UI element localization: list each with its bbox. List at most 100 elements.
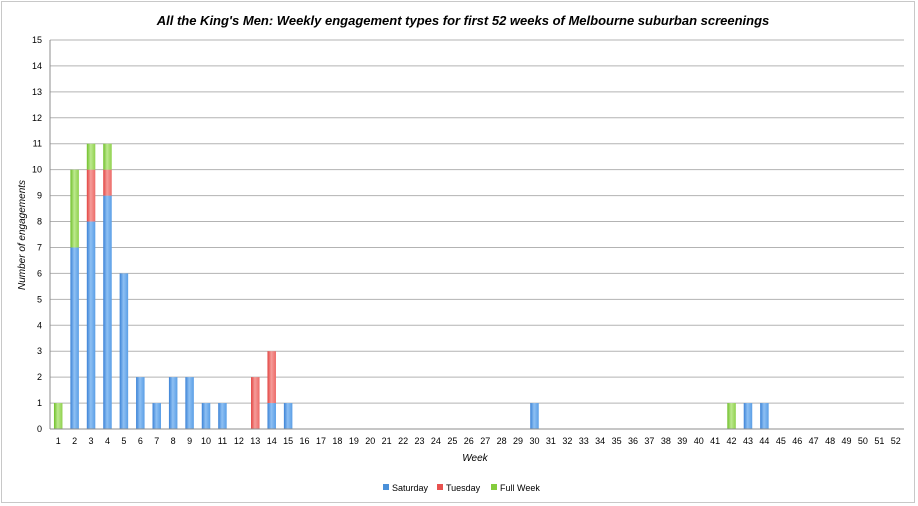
x-tick-label: 23 bbox=[415, 436, 425, 446]
x-tick-label: 50 bbox=[858, 436, 868, 446]
legend-swatch-tuesday bbox=[437, 484, 443, 490]
x-tick-label: 19 bbox=[349, 436, 359, 446]
x-axis-title: Week bbox=[462, 453, 488, 464]
x-tick-label: 4 bbox=[105, 436, 110, 446]
bar-saturday-week-44 bbox=[760, 403, 769, 429]
y-tick-label: 1 bbox=[37, 398, 42, 408]
x-tick-label: 7 bbox=[154, 436, 159, 446]
x-tick-label: 38 bbox=[661, 436, 671, 446]
x-tick-label: 27 bbox=[480, 436, 490, 446]
x-tick-label: 41 bbox=[710, 436, 720, 446]
x-tick-label: 14 bbox=[267, 436, 277, 446]
x-tick-label: 17 bbox=[316, 436, 326, 446]
x-tick-label: 22 bbox=[398, 436, 408, 446]
bar-saturday-week-30 bbox=[530, 403, 539, 429]
x-tick-label: 34 bbox=[595, 436, 605, 446]
x-tick-label: 36 bbox=[628, 436, 638, 446]
bar-saturday-week-9 bbox=[185, 377, 194, 429]
y-tick-label: 8 bbox=[37, 217, 42, 227]
x-tick-label: 15 bbox=[283, 436, 293, 446]
x-tick-label: 26 bbox=[464, 436, 474, 446]
bar-saturday-week-14 bbox=[267, 403, 276, 429]
x-tick-label: 8 bbox=[171, 436, 176, 446]
x-tick-label: 30 bbox=[529, 436, 539, 446]
y-tick-label: 9 bbox=[37, 191, 42, 201]
x-tick-label: 45 bbox=[776, 436, 786, 446]
x-tick-label: 39 bbox=[677, 436, 687, 446]
bar-tuesday-week-14 bbox=[267, 351, 276, 404]
y-tick-label: 3 bbox=[37, 346, 42, 356]
x-tick-label: 52 bbox=[891, 436, 901, 446]
x-tick-label: 1 bbox=[56, 436, 61, 446]
y-tick-label: 5 bbox=[37, 294, 42, 304]
x-tick-label: 20 bbox=[365, 436, 375, 446]
legend-label: Full Week bbox=[500, 483, 540, 493]
x-tick-label: 3 bbox=[89, 436, 94, 446]
x-tick-label: 48 bbox=[825, 436, 835, 446]
bar-tuesday-week-13 bbox=[251, 377, 260, 429]
y-tick-label: 6 bbox=[37, 268, 42, 278]
y-tick-label: 10 bbox=[32, 165, 42, 175]
y-tick-label: 11 bbox=[33, 139, 42, 149]
legend-swatch-saturday bbox=[383, 484, 389, 490]
x-tick-label: 12 bbox=[234, 436, 244, 446]
bar-saturday-week-15 bbox=[283, 403, 293, 429]
bar-full-week-week-42 bbox=[727, 403, 736, 429]
x-tick-label: 6 bbox=[138, 436, 143, 446]
x-tick-label: 37 bbox=[644, 436, 654, 446]
x-tick-label: 43 bbox=[743, 436, 753, 446]
bar-full-week-week-3 bbox=[86, 143, 96, 170]
bar-saturday-week-11 bbox=[218, 403, 227, 429]
bar-saturday-week-5 bbox=[119, 273, 129, 429]
bar-saturday-week-8 bbox=[168, 377, 178, 429]
bar-saturday-week-10 bbox=[201, 403, 211, 429]
bar-saturday-week-43 bbox=[743, 403, 753, 429]
legend-swatch-full-week bbox=[491, 484, 497, 490]
bar-tuesday-week-3 bbox=[86, 169, 96, 222]
bar-saturday-week-7 bbox=[152, 403, 161, 429]
x-tick-label: 25 bbox=[447, 436, 457, 446]
x-tick-label: 18 bbox=[332, 436, 342, 446]
y-tick-label: 2 bbox=[37, 372, 42, 382]
y-axis-title: Number of engagements bbox=[17, 180, 28, 290]
x-tick-label: 33 bbox=[579, 436, 589, 446]
y-tick-label: 12 bbox=[32, 113, 42, 123]
x-tick-label: 13 bbox=[250, 436, 260, 446]
x-tick-label: 42 bbox=[727, 436, 737, 446]
y-tick-label: 7 bbox=[37, 242, 42, 252]
chart-title: All the King's Men: Weekly engagement ty… bbox=[156, 13, 770, 28]
legend-label: Tuesday bbox=[446, 483, 481, 493]
x-tick-label: 44 bbox=[759, 436, 769, 446]
y-tick-label: 14 bbox=[32, 61, 42, 71]
x-tick-label: 49 bbox=[842, 436, 852, 446]
x-tick-label: 10 bbox=[201, 436, 211, 446]
x-tick-label: 24 bbox=[431, 436, 441, 446]
y-tick-label: 15 bbox=[32, 35, 42, 45]
x-tick-label: 47 bbox=[809, 436, 819, 446]
bar-saturday-week-6 bbox=[136, 377, 145, 429]
y-tick-label: 4 bbox=[37, 320, 42, 330]
x-tick-label: 40 bbox=[694, 436, 704, 446]
x-tick-label: 29 bbox=[513, 436, 523, 446]
y-tick-label: 0 bbox=[37, 424, 42, 434]
x-tick-label: 51 bbox=[874, 436, 884, 446]
x-tick-label: 35 bbox=[612, 436, 622, 446]
x-tick-label: 2 bbox=[72, 436, 77, 446]
x-tick-label: 9 bbox=[187, 436, 192, 446]
y-tick-label: 13 bbox=[32, 87, 42, 97]
bar-saturday-week-2 bbox=[70, 247, 79, 429]
x-tick-label: 31 bbox=[546, 436, 556, 446]
bar-full-week-week-2 bbox=[70, 169, 79, 248]
x-tick-label: 28 bbox=[497, 436, 507, 446]
x-tick-label: 21 bbox=[382, 436, 392, 446]
bar-full-week-week-4 bbox=[103, 143, 112, 170]
bar-saturday-week-3 bbox=[86, 221, 96, 429]
bar-tuesday-week-4 bbox=[103, 169, 112, 196]
bar-full-week-week-1 bbox=[53, 403, 63, 429]
legend: Saturday Tuesday Full Week bbox=[383, 483, 540, 493]
legend-label: Saturday bbox=[392, 483, 429, 493]
bar-saturday-week-4 bbox=[103, 195, 112, 429]
x-tick-label: 46 bbox=[792, 436, 802, 446]
x-tick-label: 5 bbox=[121, 436, 126, 446]
